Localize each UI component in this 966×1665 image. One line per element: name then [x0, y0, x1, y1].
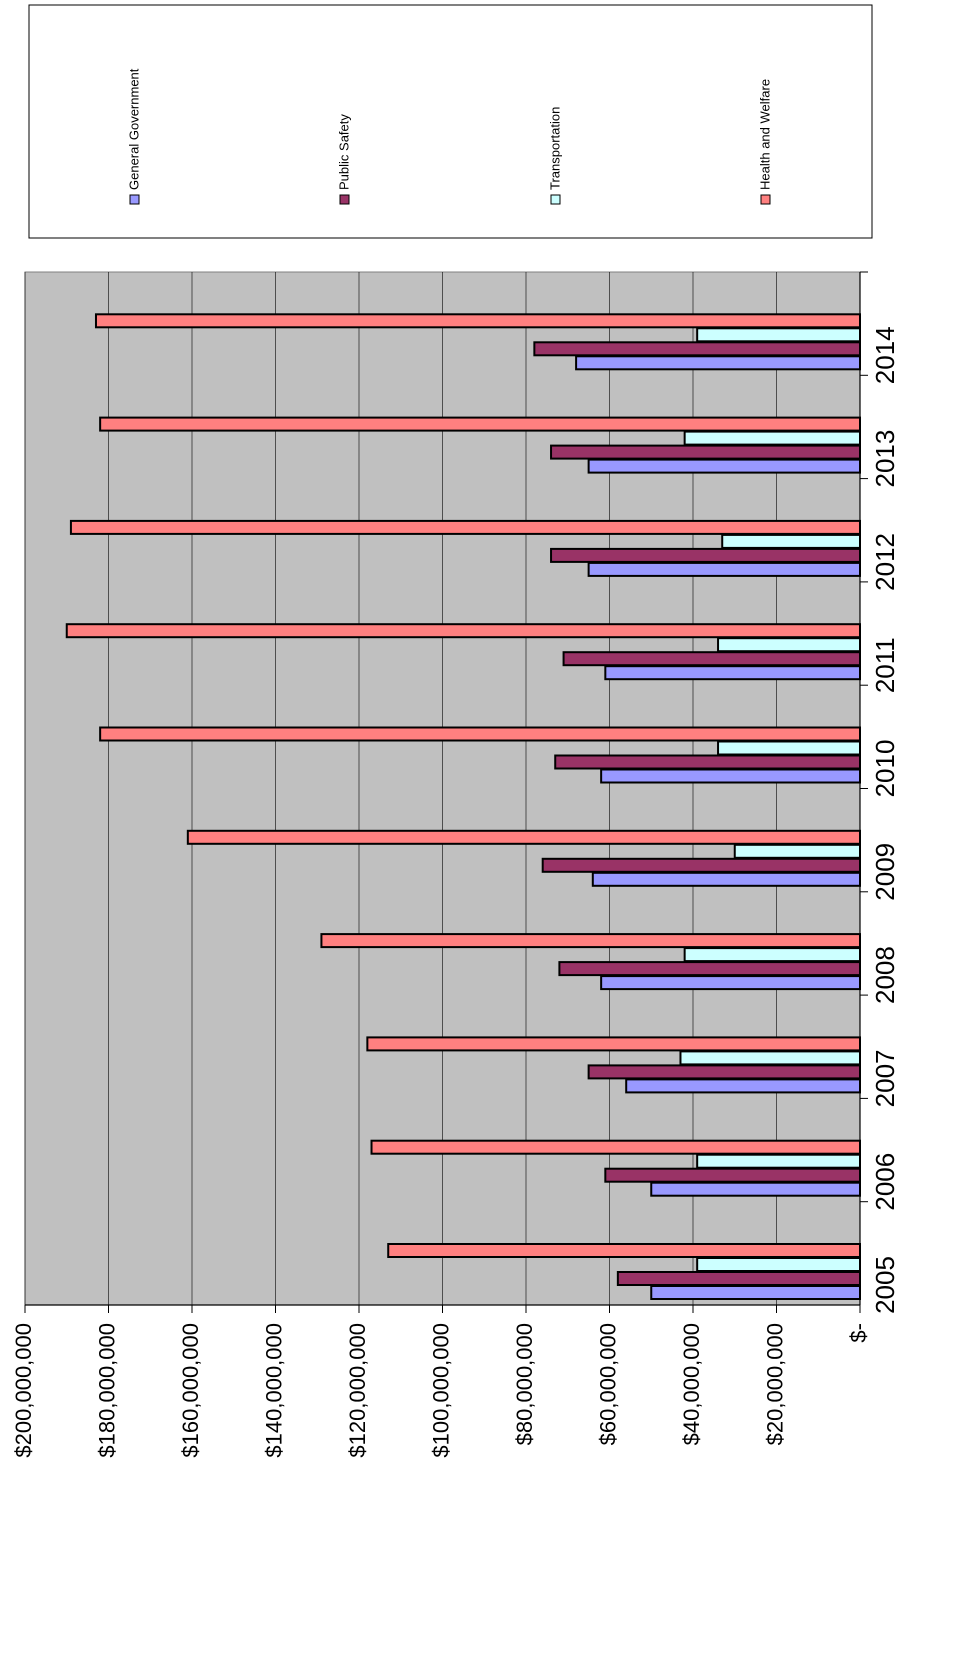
bar-public-safety: [587, 1064, 861, 1080]
bar-public-safety: [558, 961, 862, 977]
bar-general-government: [587, 458, 861, 474]
legend-label: General Government: [126, 68, 141, 190]
value-tick-label: $-: [846, 1323, 871, 1343]
legend-label: Health and Welfare: [757, 79, 772, 190]
bar-transportation: [717, 740, 861, 756]
bar-transportation: [721, 533, 861, 549]
value-tick-label: $200,000,000: [11, 1323, 36, 1458]
bar-general-government: [600, 768, 862, 784]
bar-public-safety: [616, 1271, 861, 1286]
bar-health-and-welfare: [69, 519, 862, 535]
bar-transportation: [696, 327, 861, 343]
bar-transportation: [696, 1153, 861, 1169]
bar-public-safety: [541, 857, 861, 873]
bar-general-government: [625, 1078, 862, 1094]
bar-public-safety: [604, 1167, 862, 1183]
category-label: 2011: [870, 637, 900, 693]
category-label: 2014: [870, 326, 900, 384]
legend: General Government Public Safety Transport…: [28, 4, 873, 239]
value-tick-label: $160,000,000: [178, 1323, 203, 1458]
category-label: 2006: [870, 1153, 900, 1211]
bar-health-and-welfare: [99, 416, 861, 432]
bar-public-safety: [533, 341, 861, 357]
category-label: 2012: [870, 533, 900, 591]
bars: [65, 313, 862, 1300]
bar-public-safety: [554, 754, 861, 770]
bar-transportation: [717, 637, 861, 653]
value-tick-label: $40,000,000: [679, 1323, 704, 1445]
bar-health-and-welfare: [366, 1036, 861, 1052]
value-tick-label: $60,000,000: [595, 1323, 620, 1445]
bar-health-and-welfare: [320, 933, 861, 949]
bar-general-government: [650, 1181, 861, 1197]
bar-health-and-welfare: [94, 313, 862, 329]
bar-health-and-welfare: [99, 726, 861, 742]
legend-entry: Public Safety: [336, 114, 351, 205]
bar-health-and-welfare: [186, 829, 861, 845]
bar-transportation: [683, 430, 862, 446]
legend-swatch: [129, 194, 140, 205]
bar-health-and-welfare: [65, 623, 861, 639]
value-tick-label: $140,000,000: [261, 1323, 286, 1458]
value-tick-label: $80,000,000: [512, 1323, 537, 1445]
category-label: 2013: [870, 430, 900, 488]
bar-general-government: [575, 355, 861, 371]
bar-general-government: [600, 975, 862, 991]
category-label: 2009: [870, 843, 900, 901]
bar-health-and-welfare: [387, 1243, 861, 1258]
legend-swatch: [550, 194, 561, 205]
plot-area: [24, 271, 862, 1313]
bar-transportation: [733, 843, 861, 859]
legend-entry: General Government: [126, 68, 141, 205]
value-tick-label: $120,000,000: [345, 1323, 370, 1458]
value-tick-label: $100,000,000: [428, 1323, 453, 1458]
category-label: 2007: [870, 1049, 900, 1107]
bar-public-safety: [550, 444, 861, 460]
legend-entry: Transportation: [547, 107, 562, 205]
value-axis-labels: $- $20,000,000 $40,000,000 $60,000,000 $80,0…: [11, 1323, 871, 1458]
category-label: 2005: [870, 1256, 900, 1314]
bar-general-government: [650, 1285, 861, 1300]
value-tick-label: $20,000,000: [762, 1323, 787, 1445]
bar-health-and-welfare: [370, 1139, 861, 1155]
bar-public-safety: [550, 547, 861, 563]
category-label: 2008: [870, 946, 900, 1004]
value-tick-label: $180,000,000: [94, 1323, 119, 1458]
bar-general-government: [591, 871, 861, 887]
bar-transportation: [696, 1257, 861, 1272]
bar-transportation: [683, 947, 862, 963]
bar-general-government: [587, 561, 861, 577]
bar-public-safety: [562, 651, 861, 667]
legend-label: Public Safety: [336, 114, 351, 190]
legend-swatch: [339, 194, 350, 205]
bar-general-government: [604, 665, 862, 681]
legend-entry: Health and Welfare: [757, 79, 772, 205]
category-label: 2010: [870, 740, 900, 798]
category-axis-labels: 2005 2006 2007 2008 2009 2010 2011 2012 2013 2014: [860, 271, 900, 1314]
legend-swatch: [760, 194, 771, 205]
bar-transportation: [679, 1050, 861, 1066]
legend-label: Transportation: [547, 107, 562, 190]
